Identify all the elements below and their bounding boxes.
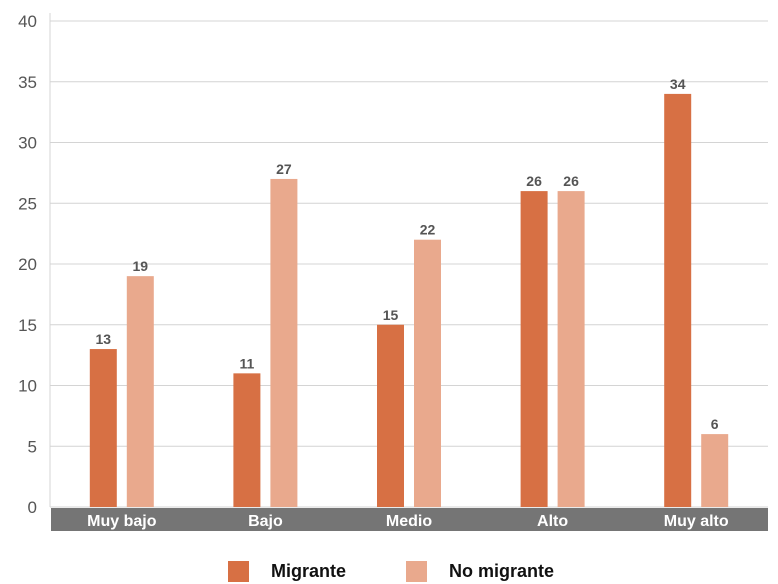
x-tick-label: Muy alto [664, 513, 729, 530]
data-label: 22 [420, 222, 436, 238]
legend-swatch-migrante [228, 561, 249, 582]
y-tick-label: 40 [18, 12, 37, 31]
bar-no-migrante-muy-bajo [126, 276, 154, 507]
data-label: 26 [526, 173, 542, 189]
data-label: 11 [239, 355, 254, 371]
gridlines [49, 13, 768, 508]
category-band [51, 508, 768, 531]
bar-migrante-alto [520, 191, 548, 507]
data-label: 26 [563, 173, 579, 189]
legend-item-migrante: Migrante [228, 561, 346, 582]
y-tick-label: 30 [18, 134, 37, 153]
bar-no-migrante-alto [557, 191, 585, 507]
y-axis-tick-labels: 0 5 10 15 20 25 30 35 40 [18, 12, 37, 517]
bar-migrante-bajo [233, 373, 261, 507]
data-label: 34 [670, 76, 686, 92]
x-axis-category-band: Muy bajo Bajo Medio Alto Muy alto [51, 508, 768, 531]
data-label: 15 [383, 307, 399, 323]
x-tick-label: Medio [386, 513, 432, 530]
legend-item-no-migrante: No migrante [406, 561, 554, 582]
legend-label-no-migrante: No migrante [449, 561, 555, 581]
x-tick-label: Alto [537, 513, 568, 530]
bar-no-migrante-medio [414, 239, 441, 507]
y-tick-label: 25 [18, 194, 37, 213]
y-tick-label: 35 [18, 73, 37, 92]
data-label: 27 [276, 161, 292, 177]
x-tick-label: Bajo [248, 513, 283, 530]
bar-migrante-muy-bajo [89, 349, 117, 507]
bar-migrante-muy-alto [664, 93, 692, 508]
data-label: 6 [711, 416, 719, 432]
y-tick-label: 0 [28, 498, 37, 517]
legend-label-migrante: Migrante [271, 561, 347, 581]
legend-swatch-no-migrante [406, 561, 427, 582]
x-tick-label: Muy bajo [87, 513, 157, 530]
y-tick-label: 15 [18, 316, 37, 335]
bars [89, 93, 729, 508]
bar-no-migrante-muy-alto [701, 434, 729, 507]
legend: Migrante No migrante [0, 561, 778, 583]
data-label: 19 [133, 258, 149, 274]
bar-migrante-medio [377, 324, 404, 507]
y-tick-label: 20 [18, 255, 37, 274]
data-label: 13 [96, 331, 112, 347]
bar-no-migrante-bajo [270, 178, 298, 507]
y-tick-label: 10 [18, 377, 37, 396]
data-labels: 13 19 11 27 15 22 26 26 34 6 [96, 76, 719, 432]
y-tick-label: 5 [28, 437, 37, 456]
bar-chart: 0 5 10 15 20 25 30 35 40 13 19 11 27 15 22 26 26 34 6 Muy… [18, 12, 768, 531]
